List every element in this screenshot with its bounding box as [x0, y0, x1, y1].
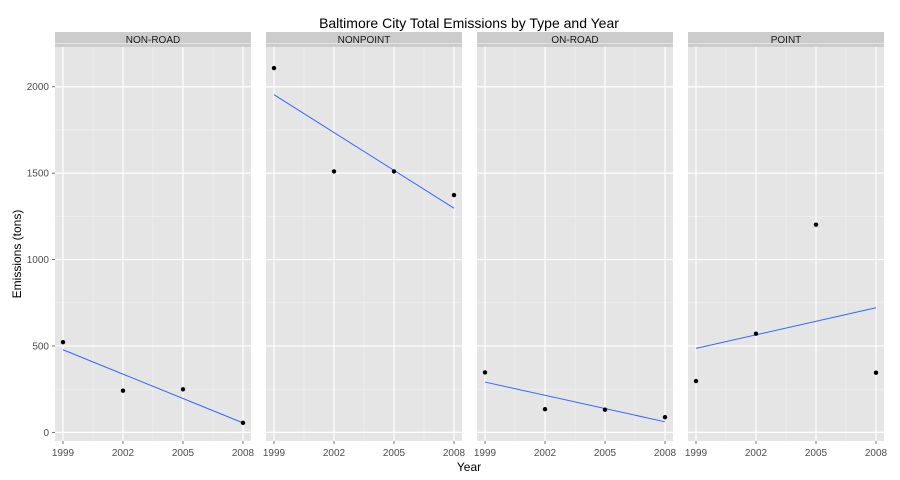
- x-tick-label: 2008: [232, 448, 255, 459]
- data-point: [120, 388, 126, 393]
- data-point: [753, 331, 759, 336]
- data-point: [693, 378, 699, 384]
- facet-panels: NON-ROAD 1999 2002 2005 2008 NONPOINT 1999 2002…: [52, 32, 888, 459]
- data-point: [331, 169, 337, 174]
- data-point: [180, 387, 186, 392]
- x-tick-label: 2008: [654, 448, 677, 459]
- trend-line: [273, 94, 455, 209]
- facet-strip-label: ON-ROAD: [551, 35, 598, 46]
- x-tick-label: 2002: [112, 448, 135, 459]
- facet-panel-nonpoint: NONPOINT 1999 2002 2005 2008: [263, 32, 466, 459]
- x-tick-label: 1999: [263, 448, 286, 459]
- x-tick-label: 2002: [323, 448, 346, 459]
- y-axis-ticks: 0 500 1000 1500 2000: [27, 82, 55, 439]
- y-tick-label: 500: [32, 341, 49, 352]
- facet-strip-label: NONPOINT: [338, 35, 391, 46]
- x-tick-label: 1999: [52, 448, 75, 459]
- data-point: [813, 222, 819, 227]
- data-point: [662, 414, 668, 420]
- data-point: [482, 370, 488, 375]
- y-tick-label: 1500: [27, 169, 50, 180]
- trend-line: [62, 349, 244, 424]
- facet-panel-on-road: ON-ROAD 1999 2002 2005 2008: [474, 32, 677, 459]
- y-axis-title: Emissions (tons): [10, 210, 24, 299]
- facet-panel-non-road: NON-ROAD 1999 2002 2005 2008: [52, 32, 255, 459]
- x-tick-label: 2008: [865, 448, 888, 459]
- data-point: [542, 407, 548, 412]
- x-tick-label: 2002: [745, 448, 768, 459]
- x-tick-label: 2005: [172, 448, 195, 459]
- trend-line: [695, 307, 877, 349]
- x-axis-title: Year: [457, 460, 481, 474]
- data-point: [271, 65, 277, 71]
- chart-title: Baltimore City Total Emissions by Type a…: [319, 15, 619, 31]
- trend-line: [484, 381, 666, 423]
- x-tick-label: 1999: [474, 448, 497, 459]
- y-tick-label: 2000: [27, 82, 50, 93]
- data-point: [240, 420, 246, 426]
- x-tick-label: 2005: [383, 448, 406, 459]
- data-point: [60, 339, 66, 345]
- facet-strip-label: POINT: [771, 35, 802, 46]
- data-point: [391, 169, 397, 174]
- x-tick-label: 2005: [594, 448, 617, 459]
- data-point: [451, 192, 457, 198]
- facet-panel-point: POINT 1999 2002 2005 2008: [685, 32, 888, 459]
- facet-strip-label: NON-ROAD: [126, 35, 180, 46]
- y-tick-label: 1000: [27, 255, 50, 266]
- x-tick-label: 2005: [805, 448, 828, 459]
- data-point: [873, 370, 879, 375]
- data-point: [602, 407, 608, 412]
- x-tick-label: 1999: [685, 448, 708, 459]
- y-tick-label: 0: [43, 428, 49, 439]
- x-tick-label: 2002: [534, 448, 557, 459]
- x-tick-label: 2008: [443, 448, 466, 459]
